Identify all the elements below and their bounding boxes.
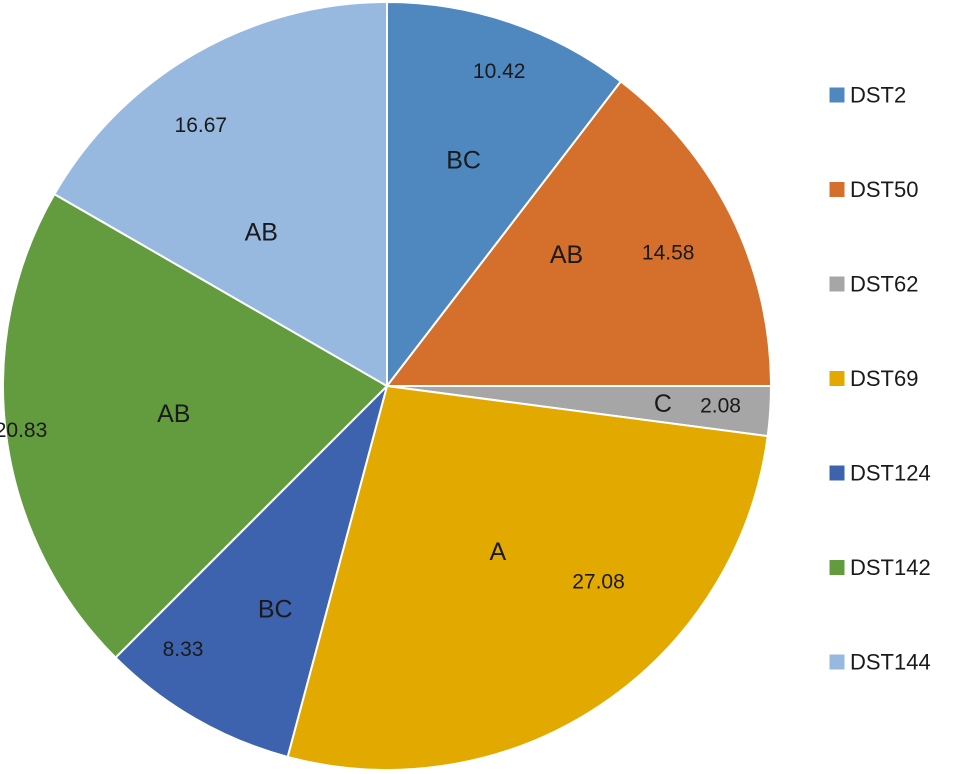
pie-slices	[2, 0, 773, 771]
value-label-dst2: 10.42	[473, 60, 526, 83]
pie-slice-dst50	[384, 80, 773, 388]
legend-label-dst124: DST124	[850, 461, 931, 486]
value-label-dst144: 16.67	[175, 114, 228, 137]
legend-swatch-dst144	[829, 654, 845, 670]
group-label-dst50: AB	[550, 241, 583, 269]
pie-labels: 10.42 BC 14.58 AB 2.08 C 27.08 A 8.33 BC 20.83 AB 16…	[0, 60, 741, 661]
pie-slice-dst144	[53, 0, 388, 388]
legend-label-dst142: DST142	[850, 555, 931, 580]
group-label-dst144: AB	[245, 218, 278, 246]
legend-label-dst62: DST62	[850, 272, 918, 297]
value-label-dst50: 14.58	[642, 242, 695, 265]
legend: DST2 DST50 DST62 DST69 DST124 DST142 DST144	[829, 83, 931, 675]
group-label-dst2: BC	[446, 147, 481, 175]
legend-swatch-dst69	[829, 371, 845, 386]
group-label-dst69: A	[490, 538, 507, 566]
pie-slice-dst2	[386, 0, 623, 389]
value-label-dst142: 20.83	[0, 419, 47, 442]
legend-label-dst144: DST144	[850, 650, 931, 675]
pie-slice-dst69	[286, 384, 769, 771]
value-label-dst62: 2.08	[700, 394, 741, 417]
group-label-dst142: AB	[157, 400, 190, 428]
legend-swatch-dst50	[829, 182, 845, 197]
legend-label-dst50: DST50	[850, 177, 918, 202]
legend-swatch-dst2	[829, 87, 845, 103]
legend-swatch-dst62	[829, 276, 845, 292]
pie-slice-dst142	[2, 192, 389, 660]
group-label-dst124: BC	[258, 596, 293, 624]
legend-label-dst69: DST69	[850, 366, 918, 391]
legend-swatch-dst124	[829, 465, 845, 481]
legend-label-dst2: DST2	[850, 83, 906, 108]
pie-slice-dst124	[114, 382, 389, 759]
legend-swatch-dst142	[829, 560, 845, 575]
group-label-dst62: C	[654, 390, 672, 418]
value-label-dst124: 8.33	[163, 638, 204, 661]
value-label-dst69: 27.08	[572, 570, 625, 593]
